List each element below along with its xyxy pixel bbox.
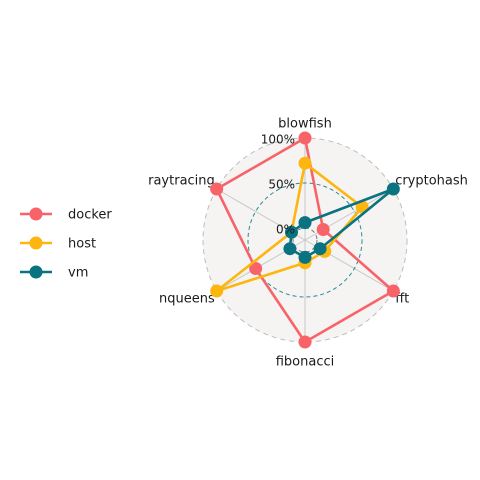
point-vm-blowfish bbox=[298, 216, 312, 230]
legend-item-vm: vm bbox=[20, 265, 88, 281]
point-docker-nqueens bbox=[249, 262, 263, 275]
point-docker-cryptohash bbox=[316, 223, 330, 236]
point-docker-fibonacci bbox=[298, 335, 312, 349]
axis-label-fibonacci: fibonacci bbox=[276, 355, 335, 370]
legend-item-host: host bbox=[20, 236, 96, 252]
grid-labels: 0% 50% 100% bbox=[261, 133, 295, 237]
axis-label-raytracing: raytracing bbox=[148, 174, 215, 189]
point-docker-blowfish bbox=[298, 131, 312, 145]
axis-label-cryptohash: cryptohash bbox=[395, 174, 468, 189]
grid-label-0: 0% bbox=[276, 223, 295, 237]
grid-circle-1 bbox=[247, 182, 363, 298]
legend-label-host: host bbox=[68, 237, 96, 252]
grid-label-1: 50% bbox=[268, 178, 295, 192]
axis-label-blowfish: blowfish bbox=[278, 117, 332, 132]
axis-label-nqueens: nqueens bbox=[159, 292, 215, 307]
point-vm-fibonacci bbox=[298, 250, 312, 264]
point-vm-cryptohash bbox=[386, 182, 400, 196]
point-vm-nqueens bbox=[283, 242, 297, 256]
legend-key-point-host bbox=[29, 236, 43, 250]
legend: docker host vm bbox=[20, 207, 112, 281]
axis-labels: blowfish cryptohash fft fibonacci nqueens ray… bbox=[148, 117, 468, 370]
legend-item-docker: docker bbox=[20, 207, 112, 223]
point-docker-fft bbox=[386, 284, 400, 298]
series-docker bbox=[210, 131, 400, 349]
point-vm-raytracing bbox=[284, 225, 298, 239]
legend-label-vm: vm bbox=[68, 266, 88, 281]
radar-grid bbox=[202, 137, 408, 343]
series-vm bbox=[283, 182, 400, 264]
point-host-nqueens bbox=[210, 284, 224, 298]
legend-label-docker: docker bbox=[68, 208, 112, 223]
legend-key-point-docker bbox=[29, 207, 43, 221]
radar-series bbox=[210, 131, 400, 349]
grid-label-2: 100% bbox=[261, 133, 295, 147]
axis-label-fft: fft bbox=[395, 292, 409, 307]
point-host-blowfish bbox=[298, 156, 312, 170]
point-vm-fft bbox=[313, 242, 327, 256]
legend-key-point-vm bbox=[29, 265, 43, 279]
point-docker-raytracing bbox=[210, 182, 224, 196]
